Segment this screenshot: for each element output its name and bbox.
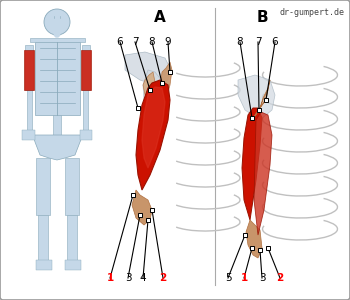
Polygon shape <box>125 52 170 85</box>
Polygon shape <box>136 80 170 190</box>
Polygon shape <box>82 45 90 90</box>
Polygon shape <box>35 42 80 115</box>
Polygon shape <box>32 135 83 160</box>
Text: 2: 2 <box>159 273 167 283</box>
Polygon shape <box>83 90 88 130</box>
Polygon shape <box>142 87 165 168</box>
Polygon shape <box>242 108 262 220</box>
Polygon shape <box>65 158 79 215</box>
Polygon shape <box>38 215 48 260</box>
Text: 8: 8 <box>149 37 155 47</box>
Text: 1: 1 <box>240 273 248 283</box>
Polygon shape <box>27 90 32 130</box>
Polygon shape <box>143 72 155 100</box>
Text: 2: 2 <box>276 273 284 283</box>
Polygon shape <box>143 70 168 155</box>
Text: 7: 7 <box>132 37 138 47</box>
Polygon shape <box>80 130 92 140</box>
Text: 3: 3 <box>125 273 131 283</box>
Polygon shape <box>30 38 85 42</box>
Polygon shape <box>24 50 34 90</box>
Polygon shape <box>22 130 35 140</box>
Text: 3: 3 <box>259 273 265 283</box>
Polygon shape <box>260 80 270 108</box>
Text: 6: 6 <box>117 37 123 47</box>
Polygon shape <box>25 45 33 90</box>
Polygon shape <box>53 115 61 135</box>
Text: 6: 6 <box>272 37 278 47</box>
Text: dr-gumpert.de: dr-gumpert.de <box>280 8 345 17</box>
Circle shape <box>44 9 70 35</box>
Text: B: B <box>256 10 268 25</box>
Polygon shape <box>81 50 91 90</box>
Text: 5: 5 <box>225 273 231 283</box>
Polygon shape <box>36 260 52 270</box>
Text: 9: 9 <box>165 37 171 47</box>
Text: 7: 7 <box>255 37 261 47</box>
Polygon shape <box>254 112 272 235</box>
Polygon shape <box>252 90 268 120</box>
Polygon shape <box>54 33 60 37</box>
Polygon shape <box>132 190 152 225</box>
Polygon shape <box>238 75 275 120</box>
Polygon shape <box>67 215 77 260</box>
Polygon shape <box>65 260 81 270</box>
Polygon shape <box>36 158 50 215</box>
Text: A: A <box>154 10 166 25</box>
Text: 8: 8 <box>237 37 243 47</box>
Text: 4: 4 <box>140 273 146 283</box>
Text: 1: 1 <box>106 273 114 283</box>
Polygon shape <box>158 62 172 120</box>
Polygon shape <box>246 220 262 258</box>
